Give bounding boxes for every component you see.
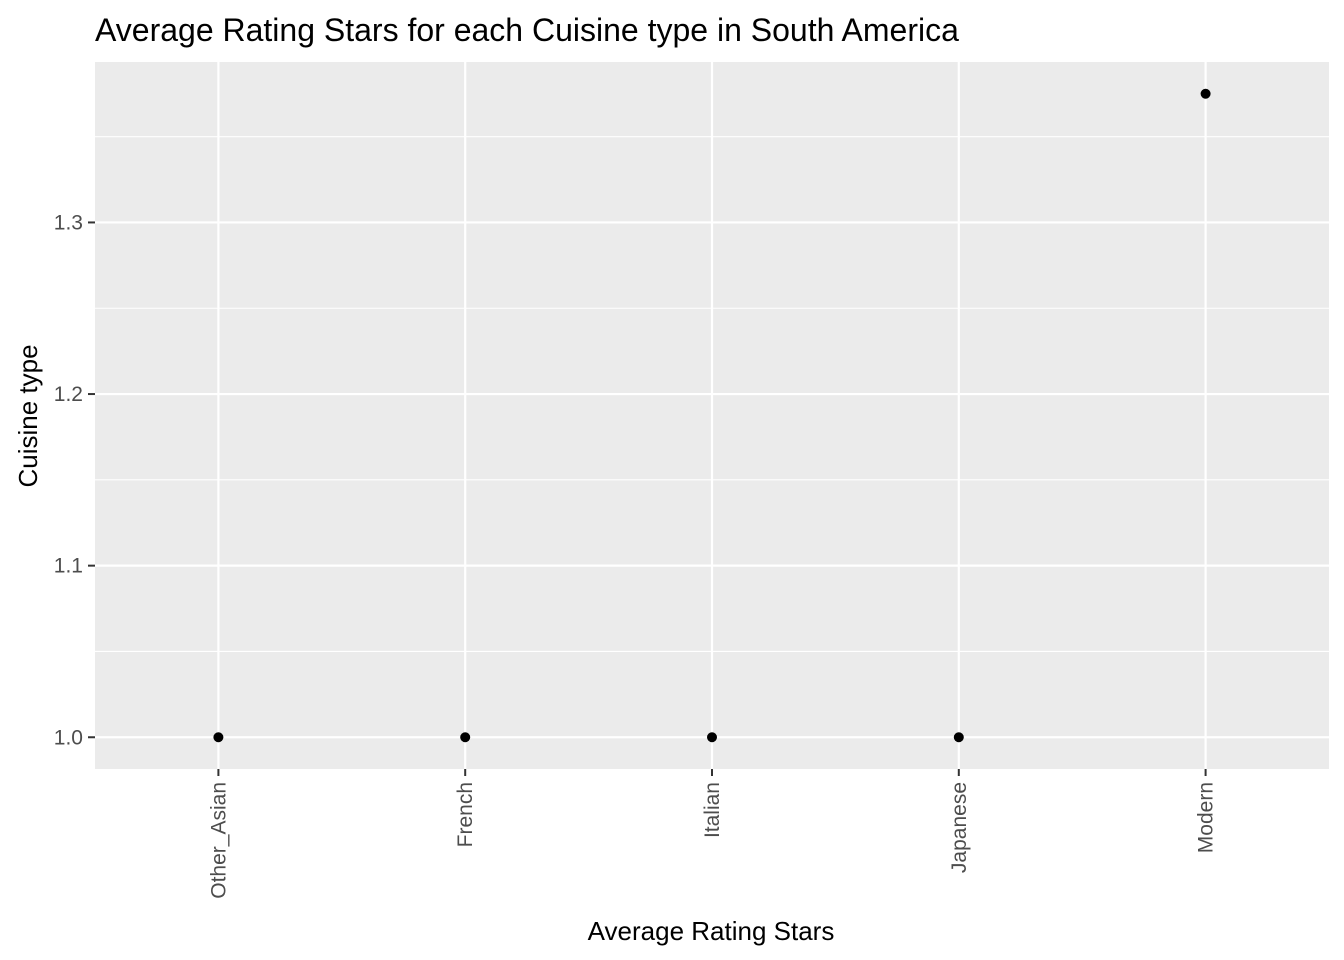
x-axis-title: Average Rating Stars xyxy=(588,916,835,946)
y-axis-title: Cuisine type xyxy=(13,344,43,487)
x-axis: Other_Asian French Italian Japanese Modern xyxy=(207,769,1218,899)
x-tick-label: Other_Asian xyxy=(207,782,230,899)
grid-major xyxy=(95,62,1329,769)
x-tick-label: Japanese xyxy=(948,782,971,873)
chart-title: Average Rating Stars for each Cuisine ty… xyxy=(95,12,959,48)
y-axis: 1.0 1.1 1.2 1.3 xyxy=(54,211,95,749)
y-tick-label: 1.1 xyxy=(54,555,83,578)
y-tick-label: 1.3 xyxy=(54,211,83,234)
data-point-other-asian xyxy=(213,732,224,743)
x-tick-label: Modern xyxy=(1195,782,1218,853)
y-tick-label: 1.2 xyxy=(54,383,83,406)
y-tick-label: 1.0 xyxy=(54,726,83,749)
data-point-italian xyxy=(707,732,717,743)
data-point-french xyxy=(460,732,471,743)
x-tick-label: Italian xyxy=(701,782,724,838)
data-point-japanese xyxy=(953,732,964,743)
x-tick-label: French xyxy=(454,782,477,847)
data-points xyxy=(213,88,1211,743)
data-point-modern xyxy=(1200,88,1211,99)
